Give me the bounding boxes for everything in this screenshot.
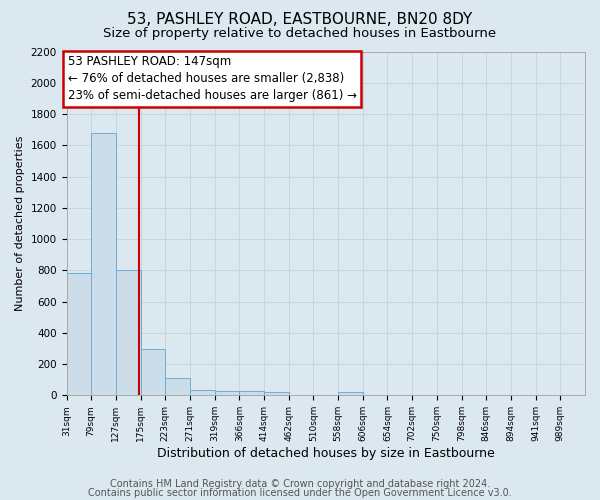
Y-axis label: Number of detached properties: Number of detached properties: [15, 136, 25, 311]
Bar: [140, 349, 165, 396]
Text: Size of property relative to detached houses in Eastbourne: Size of property relative to detached ho…: [103, 28, 497, 40]
X-axis label: Distribution of detached houses by size in Eastbourne: Distribution of detached houses by size …: [157, 447, 494, 460]
Bar: [91, 133, 116, 396]
Bar: [190, 390, 215, 396]
Text: 53 PASHLEY ROAD: 147sqm
← 76% of detached houses are smaller (2,838)
23% of semi: 53 PASHLEY ROAD: 147sqm ← 76% of detache…: [68, 56, 356, 102]
Bar: [165, 378, 190, 396]
Bar: [239, 390, 264, 396]
Bar: [67, 274, 91, 396]
Text: 53, PASHLEY ROAD, EASTBOURNE, BN20 8DY: 53, PASHLEY ROAD, EASTBOURNE, BN20 8DY: [127, 12, 473, 28]
Text: Contains HM Land Registry data © Crown copyright and database right 2024.: Contains HM Land Registry data © Crown c…: [110, 479, 490, 489]
Text: Contains public sector information licensed under the Open Government Licence v3: Contains public sector information licen…: [88, 488, 512, 498]
Bar: [264, 392, 289, 396]
Bar: [215, 390, 239, 396]
Bar: [116, 270, 140, 396]
Bar: [338, 392, 363, 396]
